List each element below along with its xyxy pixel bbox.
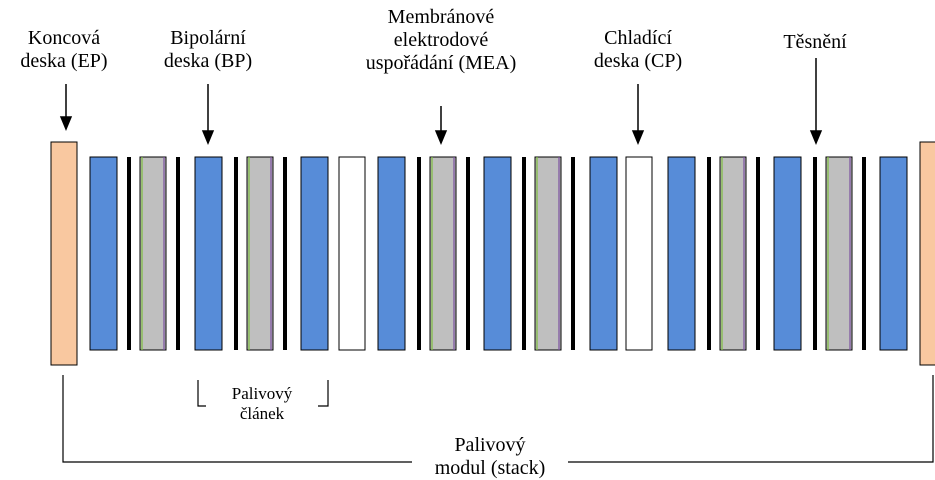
gasket	[522, 157, 526, 350]
end-plate-right	[919, 141, 935, 366]
mea-line: uspořádání (MEA)	[365, 52, 517, 74]
cooling-plate	[625, 156, 653, 351]
cooling-plate-line: deska (CP)	[593, 50, 683, 72]
gasket	[234, 157, 238, 350]
end-plate-left	[50, 141, 78, 366]
label-end-plate: Koncová deska (EP)	[0, 27, 128, 73]
bipolar-plate	[300, 156, 329, 351]
mea	[139, 156, 167, 351]
gasket	[571, 157, 575, 350]
gasket	[756, 157, 760, 350]
bipolar-plate	[667, 156, 696, 351]
end-plate-line: Koncová	[27, 27, 101, 49]
fuel-cell-line: článek	[239, 404, 285, 423]
gasket	[813, 157, 817, 350]
mea-line: elektrodové	[393, 29, 489, 51]
label-stack: Palivový modul (stack)	[400, 434, 580, 480]
cooling-plate-line: Chladící	[604, 27, 672, 49]
mea	[825, 156, 853, 351]
bipolar-plate-line: deska (BP)	[163, 50, 253, 72]
cooling-plate	[338, 156, 366, 351]
arrow-mea-head	[434, 130, 448, 145]
arrow-end-plate-head	[59, 116, 73, 131]
mea	[246, 156, 274, 351]
end-plate-line: deska (EP)	[20, 50, 108, 72]
mea	[429, 156, 457, 351]
gasket	[417, 157, 421, 350]
label-bipolar-plate: Bipolární deska (BP)	[145, 27, 271, 73]
gasket-line: Těsnění	[783, 31, 847, 53]
gasket	[707, 157, 711, 350]
bipolar-plate	[879, 156, 908, 351]
mea	[719, 156, 747, 351]
gasket	[176, 157, 180, 350]
stack-line: Palivový	[454, 434, 526, 456]
bipolar-plate	[773, 156, 802, 351]
label-fuel-cell: Palivový článek	[213, 384, 311, 424]
bipolar-plate	[589, 156, 618, 351]
arrow-gasket-head	[809, 130, 823, 145]
mea-line: Membránové	[387, 6, 495, 28]
gasket	[127, 157, 131, 350]
bipolar-plate-line: Bipolární	[170, 27, 246, 49]
label-gasket: Těsnění	[760, 31, 870, 54]
label-mea: Membránové elektrodové uspořádání (MEA)	[350, 6, 532, 75]
mea	[534, 156, 562, 351]
bipolar-plate	[377, 156, 406, 351]
bipolar-plate	[194, 156, 223, 351]
fuel-cell-line: Palivový	[231, 384, 293, 403]
fuel-cell-bracket	[197, 380, 329, 407]
bipolar-plate	[483, 156, 512, 351]
label-cooling-plate: Chladící deska (CP)	[575, 27, 701, 73]
stack-line: modul (stack)	[434, 457, 546, 479]
arrow-bipolar-plate-head	[201, 130, 215, 145]
arrow-cooling-plate-head	[631, 130, 645, 145]
gasket	[283, 157, 287, 350]
stack-bracket	[62, 375, 934, 463]
gasket	[862, 157, 866, 350]
bipolar-plate	[89, 156, 118, 351]
gasket	[466, 157, 470, 350]
